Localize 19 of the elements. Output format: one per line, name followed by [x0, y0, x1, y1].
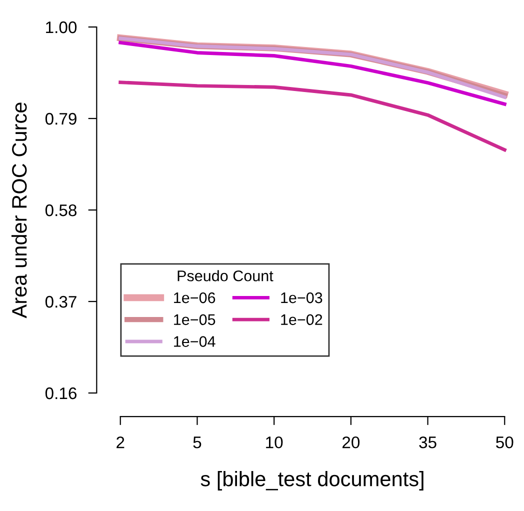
x-axis-title: s [bible_test documents] — [200, 471, 424, 490]
legend-label: 1e−04 — [174, 336, 216, 347]
y-tick-label: 0.58 — [45, 204, 76, 216]
y-tick-label: 1.00 — [46, 21, 77, 34]
legend-label: 1e−03 — [281, 292, 322, 304]
x-tick-label: 2 — [116, 436, 124, 448]
y-axis-title: Area under ROC Curce — [11, 102, 27, 318]
legend-label: 1e−06 — [174, 292, 216, 304]
x-tick-label: 20 — [342, 436, 360, 448]
x-tick-label: 50 — [496, 436, 514, 448]
y-tick-label: 0.79 — [45, 112, 76, 125]
x-tick-label: 5 — [193, 436, 202, 448]
y-tick-label: 0.16 — [45, 387, 76, 400]
x-tick-label: 10 — [266, 436, 283, 448]
y-tick-label: 0.37 — [45, 296, 76, 308]
legend-title: Pseudo Count — [178, 270, 274, 282]
legend-label: 1e−05 — [174, 314, 216, 326]
x-tick-label: 35 — [419, 436, 436, 448]
legend-label: 1e−02 — [281, 314, 322, 326]
